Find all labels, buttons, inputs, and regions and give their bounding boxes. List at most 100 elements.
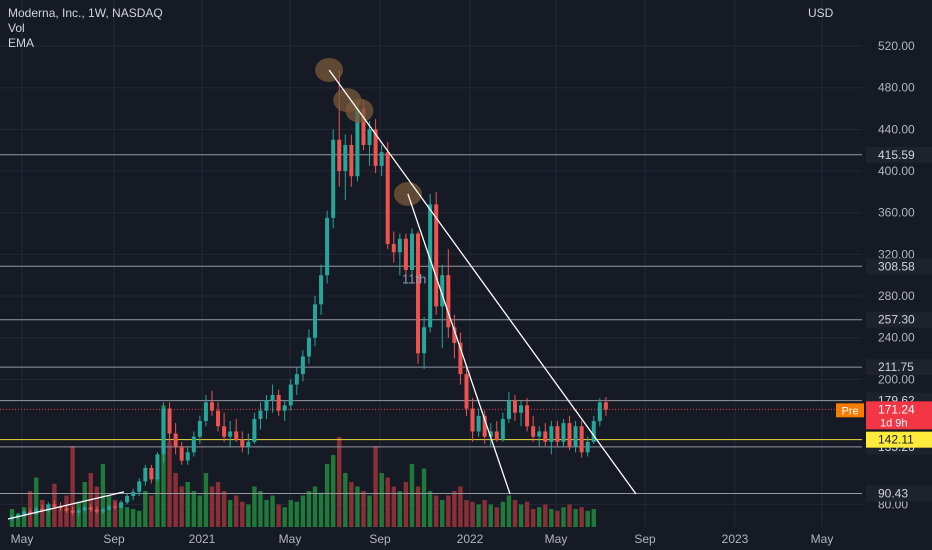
- candle-body: [476, 415, 481, 432]
- trendline: [328, 69, 637, 495]
- volume-bar: [34, 477, 39, 527]
- candle-body: [137, 481, 142, 492]
- support-price-label: 142.11: [878, 433, 914, 447]
- volume-bar: [58, 509, 63, 527]
- volume-bar: [124, 507, 130, 527]
- volume-bar: [549, 509, 554, 527]
- x-tick-label: Sep: [634, 532, 656, 546]
- candle-body: [288, 384, 293, 406]
- candle-body: [22, 511, 27, 515]
- candle-body: [500, 418, 505, 440]
- candle-body: [258, 410, 263, 419]
- candle-body: [264, 400, 269, 411]
- volume-bar: [440, 500, 445, 527]
- candle-body: [531, 426, 536, 437]
- candle-body: [70, 510, 75, 513]
- price-level-label: 211.75: [878, 360, 914, 374]
- volume-bar: [494, 507, 499, 527]
- candle-body: [464, 374, 469, 409]
- candle-body: [228, 431, 233, 437]
- peak-highlight-circle: [345, 98, 374, 123]
- volume-bar: [70, 446, 75, 527]
- candle-body: [379, 152, 384, 166]
- volume-bar: [561, 507, 566, 527]
- candle-body: [216, 410, 221, 427]
- candle-body: [306, 337, 311, 357]
- volume-bar: [482, 500, 487, 527]
- volume-bar: [227, 500, 233, 527]
- price-level-label: 257.30: [878, 313, 915, 327]
- candle-body: [440, 275, 445, 307]
- y-tick-label: 360.00: [878, 206, 915, 220]
- volume-bar: [197, 495, 203, 527]
- candle-body: [222, 426, 227, 437]
- premarket-tag: Pre: [841, 405, 858, 417]
- y-tick-label: 320.00: [878, 247, 915, 261]
- candle-body: [603, 402, 608, 410]
- volume-indicator-label[interactable]: Vol: [8, 21, 25, 35]
- volume-bar: [518, 504, 524, 527]
- candle-body: [343, 145, 348, 172]
- candle-body: [46, 504, 51, 511]
- candle-body: [367, 129, 372, 145]
- candle-body: [161, 408, 166, 455]
- volume-bar: [173, 473, 178, 527]
- x-tick-label: Sep: [103, 532, 125, 546]
- candle-body: [300, 356, 305, 375]
- candle-body: [512, 400, 517, 413]
- volume-bar: [464, 500, 469, 527]
- premarket-tag-box: [836, 403, 864, 418]
- candle-body: [76, 510, 81, 513]
- volume-bar: [270, 495, 275, 527]
- candle-body: [28, 511, 33, 514]
- volume-bar: [185, 482, 190, 527]
- volume-bar: [349, 482, 354, 527]
- candle-body: [452, 327, 457, 343]
- candle-body: [119, 502, 124, 508]
- x-tick-label: May: [545, 532, 568, 546]
- volume-bar: [446, 495, 451, 527]
- candle-body: [34, 508, 39, 514]
- volume-bar: [343, 473, 348, 527]
- volume-bar: [579, 507, 584, 527]
- candle-body: [82, 507, 87, 511]
- candle-body: [113, 506, 118, 508]
- volume-bar: [209, 486, 215, 527]
- x-tick-label: 2022: [457, 532, 484, 546]
- trendline: [407, 193, 511, 495]
- volume-bar: [215, 482, 221, 527]
- volume-bar: [155, 477, 160, 527]
- currency-label[interactable]: USD: [808, 6, 834, 20]
- candle-body: [143, 467, 148, 482]
- candle-body: [337, 139, 342, 172]
- volume-bar: [397, 491, 403, 527]
- volume-bar: [118, 504, 124, 527]
- candle-body: [197, 421, 202, 437]
- volume-bar: [149, 495, 154, 527]
- volume-bar: [282, 507, 287, 527]
- ema-indicator-label[interactable]: EMA: [8, 36, 35, 50]
- volume-bar: [361, 491, 366, 527]
- annotation-text: 11th: [402, 272, 426, 287]
- y-tick-label: 400.00: [878, 164, 915, 178]
- volume-bar: [276, 504, 281, 527]
- candle-body: [276, 395, 281, 411]
- candle-body: [397, 238, 402, 253]
- candle-body: [325, 217, 330, 276]
- candle-body: [403, 238, 408, 270]
- volume-bar: [324, 464, 330, 527]
- candle-body: [422, 327, 427, 354]
- symbol-title[interactable]: Moderna, Inc., 1W, NASDAQ: [8, 6, 163, 20]
- candle-body: [573, 426, 578, 448]
- volume-bar: [379, 473, 384, 527]
- candle-body: [488, 431, 493, 437]
- candle-body: [561, 423, 566, 442]
- volume-bar: [167, 441, 172, 527]
- volume-bar: [40, 500, 45, 527]
- candle-body: [434, 204, 439, 307]
- volume-bar: [318, 492, 324, 527]
- candle-body: [549, 426, 554, 442]
- volume-bar: [246, 504, 251, 527]
